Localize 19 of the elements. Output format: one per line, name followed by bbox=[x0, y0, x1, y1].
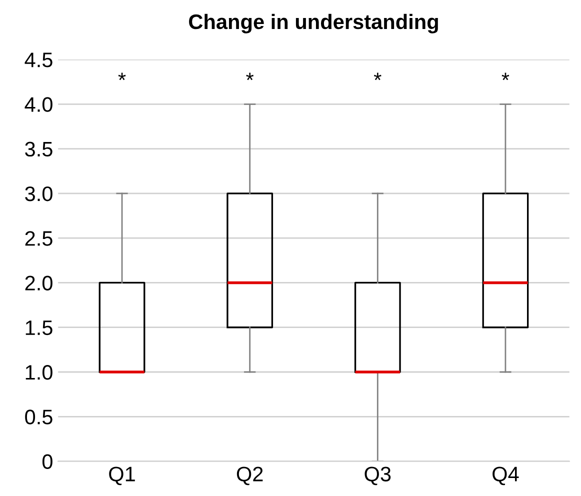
annotation: * bbox=[374, 72, 382, 80]
y-tick-label: 3.5 bbox=[25, 142, 52, 157]
y-tick-label: 4.0 bbox=[24, 97, 52, 112]
x-tick-label: Q1 bbox=[109, 466, 135, 486]
y-tick-label: 1.0 bbox=[26, 365, 52, 380]
y-tick-label: 1.5 bbox=[26, 320, 52, 336]
y-tick-label: 3.0 bbox=[25, 186, 52, 202]
y-tick-label: 0.5 bbox=[25, 410, 52, 424]
y-tick-label: 2.0 bbox=[25, 276, 52, 290]
y-tick-label: 4.5 bbox=[24, 52, 52, 68]
y-tick-label: 0 bbox=[42, 454, 52, 470]
x-tick-label: Q3 bbox=[364, 466, 391, 486]
x-tick-label: Q4 bbox=[492, 466, 519, 486]
annotation: * bbox=[246, 72, 254, 80]
annotation: * bbox=[502, 72, 510, 80]
annotation: * bbox=[118, 72, 126, 80]
y-tick-label: 2.5 bbox=[25, 231, 52, 246]
chart-title: Change in understanding bbox=[189, 14, 438, 34]
x-tick-label: Q2 bbox=[236, 466, 263, 486]
